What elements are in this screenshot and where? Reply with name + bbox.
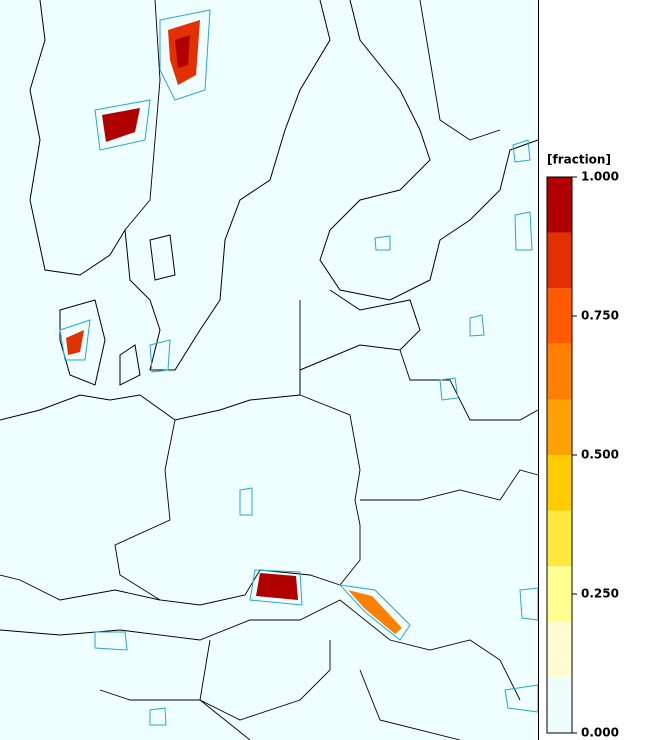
colorbar-bin (547, 455, 572, 511)
colorbar-title: [fraction] (547, 153, 611, 167)
field-max (175, 35, 190, 68)
coastlines (0, 0, 539, 421)
colorbar-tick-label: 1.000 (581, 170, 619, 184)
field-high (66, 330, 84, 355)
colorbar-bin (547, 343, 572, 400)
colorbar-tick-label: 0.250 (581, 587, 619, 601)
colorbar: [fraction] 1.000 0.750 0.500 0.250 0.000 (546, 153, 619, 740)
field-max (256, 573, 298, 600)
colorbar-tick-label: 0.000 (581, 726, 619, 740)
colorbar-bin (547, 510, 572, 567)
colorbar-bin (547, 399, 572, 455)
borders (0, 0, 539, 740)
colorbar-bin (547, 566, 572, 622)
colorbar-bin (547, 177, 572, 233)
field-mid (348, 590, 402, 634)
colorbar-bin (547, 677, 572, 733)
colorbar-tick-label: 0.750 (581, 309, 619, 323)
colorbar-bin (547, 621, 572, 678)
colorbar-bin (547, 288, 572, 344)
colorbar-bin (547, 232, 572, 289)
colorbar-tick-label: 0.500 (581, 448, 619, 462)
map-background (0, 0, 538, 740)
field-max (102, 108, 140, 142)
